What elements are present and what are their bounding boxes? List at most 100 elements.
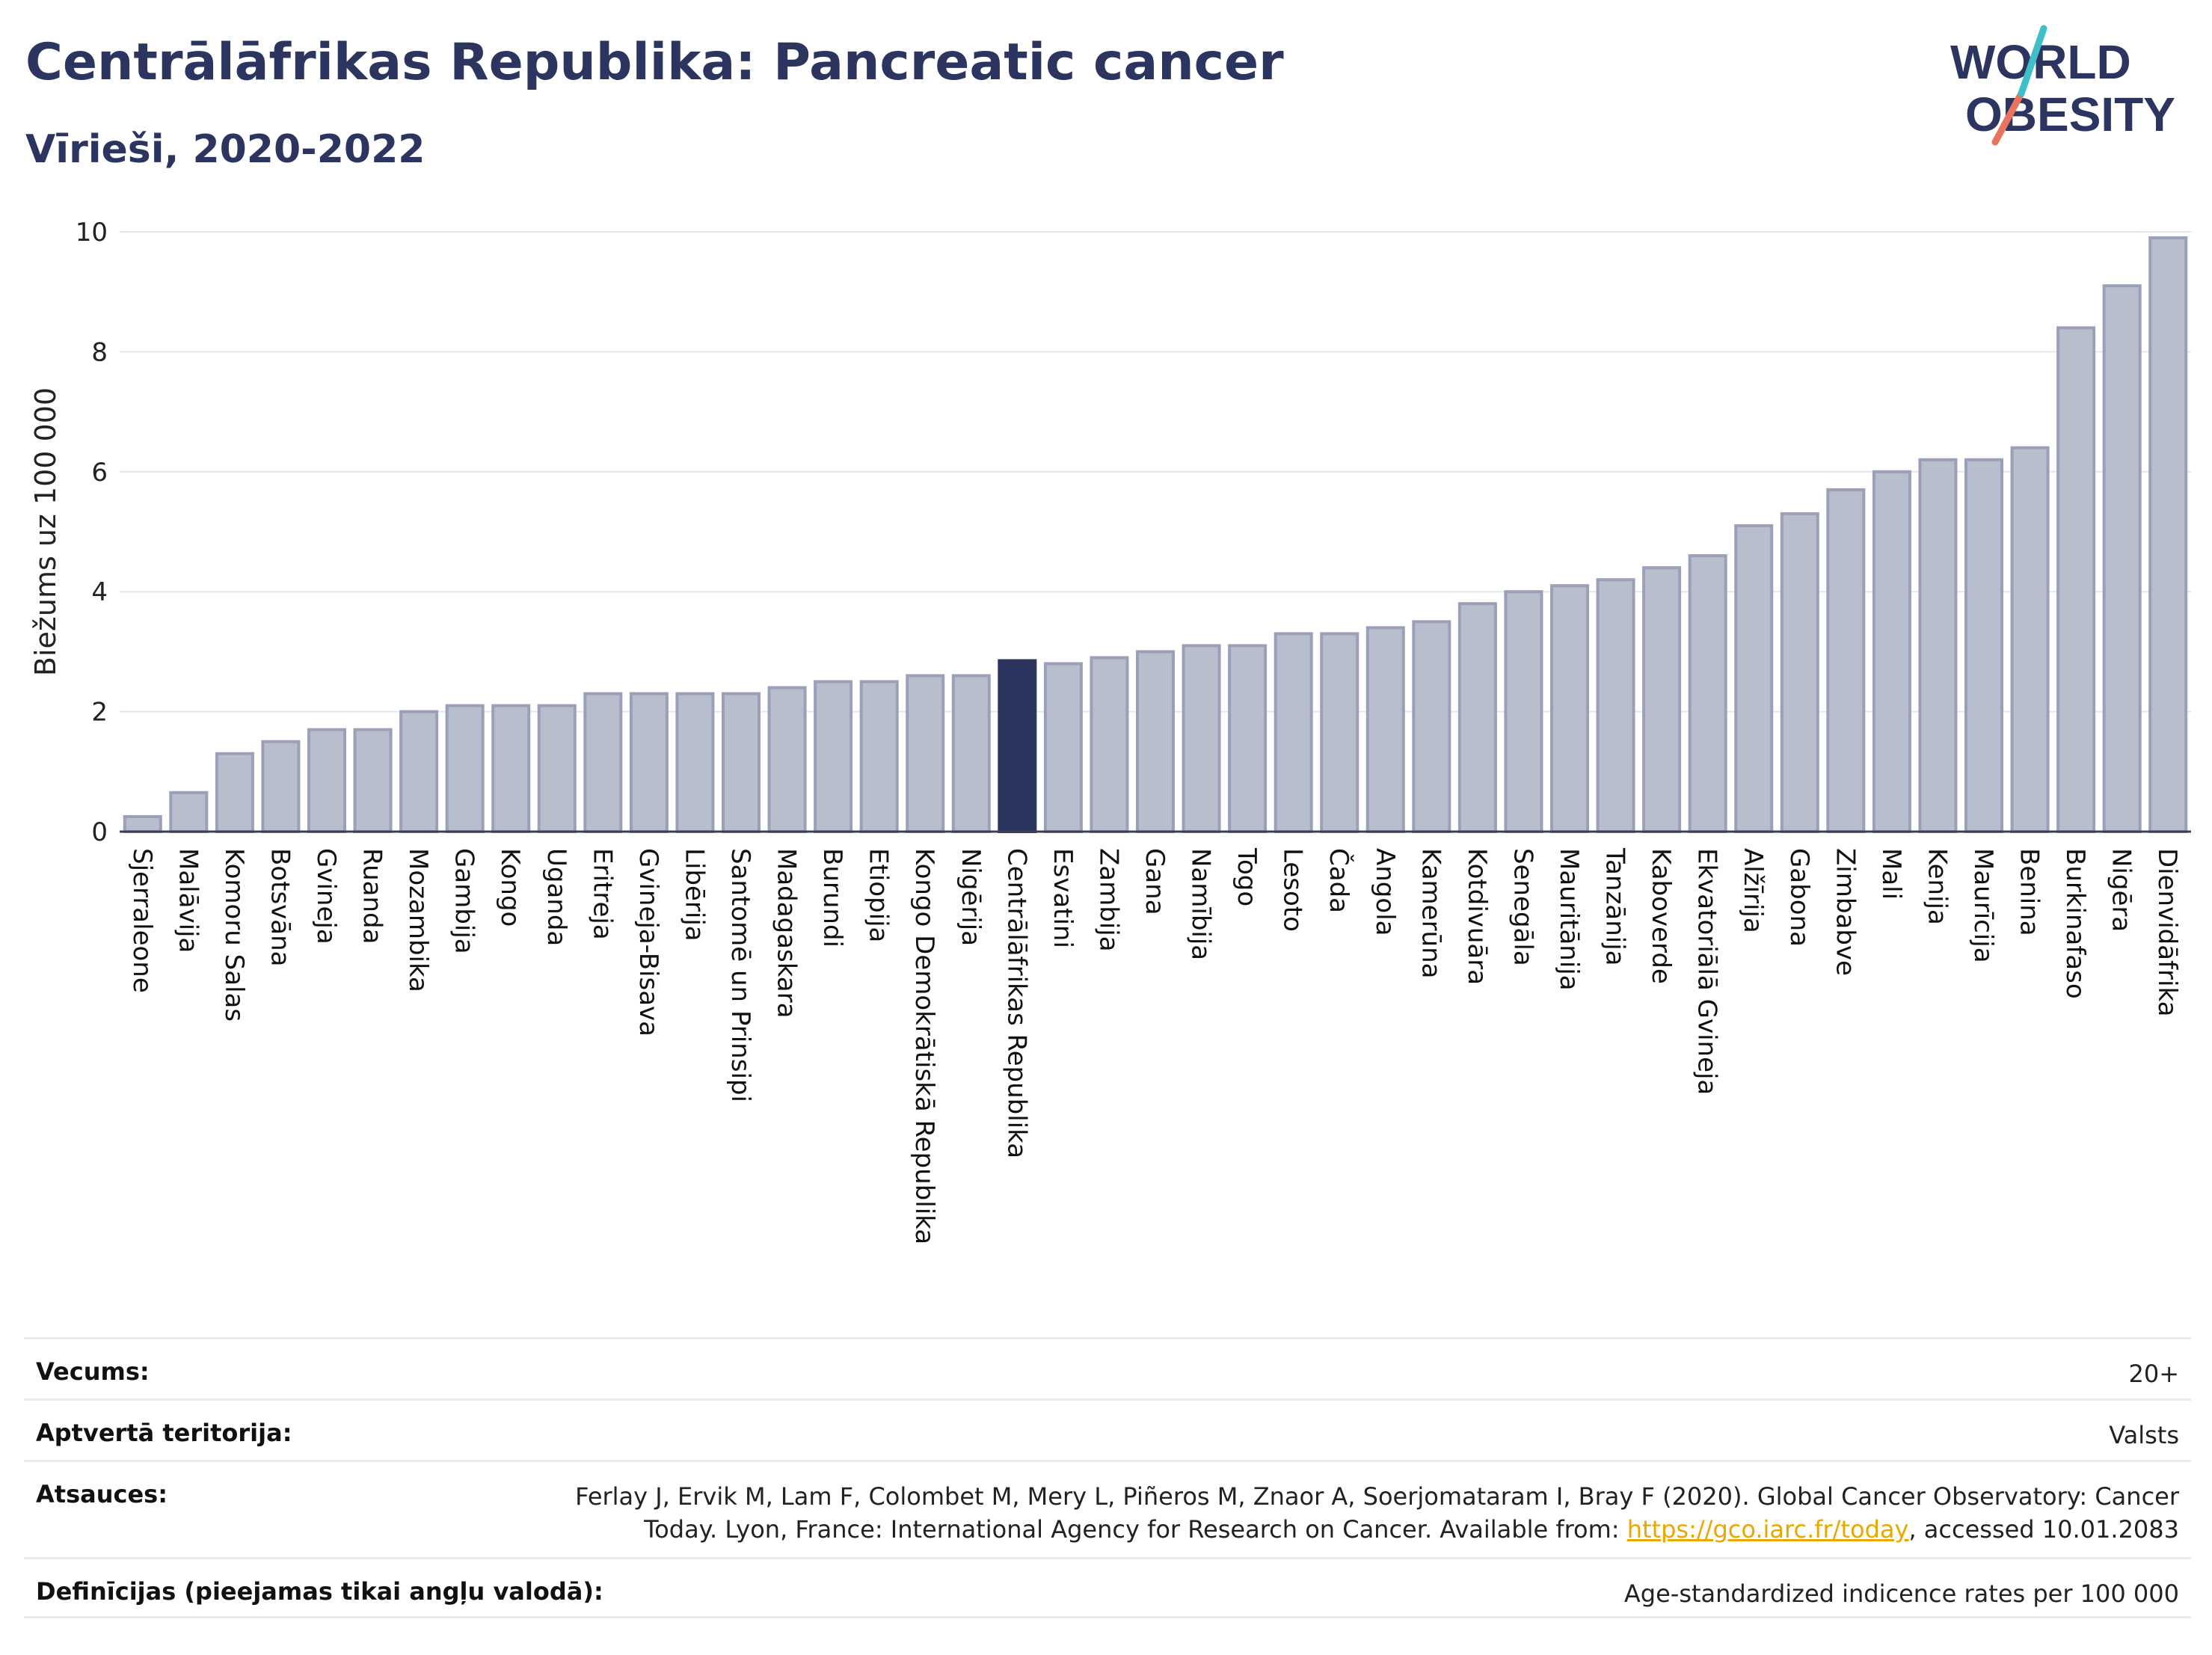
- bar: [2010, 446, 2050, 833]
- bar: [1412, 620, 1451, 833]
- x-tick-label: Botsvāna: [265, 848, 295, 967]
- bar: [1964, 458, 2004, 833]
- x-tick-label: Mali: [1876, 848, 1906, 900]
- references-label: Atsauces:: [36, 1480, 168, 1508]
- x-tick-label: Malāvija: [173, 848, 203, 953]
- bar: [353, 728, 393, 833]
- bar: [951, 674, 991, 833]
- bar: [767, 686, 807, 834]
- x-tick-label: Kamerūna: [1416, 848, 1446, 978]
- x-tick-label: Namībija: [1186, 848, 1216, 960]
- bar: [2056, 326, 2096, 833]
- bar: [169, 790, 209, 833]
- references-value: Ferlay J, Ervik M, Lam F, Colombet M, Me…: [575, 1480, 2179, 1546]
- x-tick-label: Nigērija: [956, 848, 986, 946]
- bar: [491, 704, 531, 834]
- page-title: Centrālāfrikas Republika: Pancreatic can…: [25, 33, 1284, 92]
- references-line2: Today. Lyon, France: International Agenc…: [575, 1513, 2179, 1546]
- meta-row-coverage: Aptvertā teritorija: Valsts: [24, 1398, 2191, 1460]
- definitions-value: Age-standardized indicence rates per 100…: [1623, 1579, 2179, 1608]
- x-tick-label: Gabona: [1784, 848, 1814, 947]
- x-tick-label: Togo: [1232, 847, 1262, 906]
- bar: [261, 740, 301, 834]
- x-tick-label: Čada: [1324, 848, 1354, 913]
- x-tick-label: Tanzānija: [1600, 847, 1630, 965]
- x-tick-label: Sjerraleone: [127, 848, 157, 993]
- x-tick-label: Zimbabve: [1830, 848, 1860, 976]
- meta-row-age: Vecums: 20+: [24, 1337, 2191, 1398]
- world-obesity-logo: WORLD OBESITY: [1950, 25, 2175, 146]
- x-tick-label: Centrālāfrikas Republika: [1001, 848, 1031, 1158]
- bar: [1504, 590, 1543, 833]
- bar: [1135, 650, 1176, 834]
- bar: [1549, 584, 1590, 833]
- y-tick-label: 4: [91, 577, 108, 607]
- x-tick-label: Burundi: [817, 848, 847, 948]
- x-tick-label: Kotdivuāra: [1462, 848, 1492, 985]
- x-tick-label: Alžīrija: [1738, 848, 1768, 933]
- x-tick-label: Ruanda: [357, 848, 387, 944]
- y-axis-label: Biežums uz 100 000: [29, 387, 62, 676]
- bar: [123, 814, 162, 833]
- age-label: Vecums:: [36, 1357, 150, 1386]
- bar: [1365, 626, 1405, 833]
- bar: [1642, 566, 1682, 833]
- meta-row-references: Atsauces: Ferlay J, Ervik M, Lam F, Colo…: [24, 1460, 2191, 1557]
- bar: [906, 674, 945, 833]
- y-tick-label: 0: [91, 817, 108, 847]
- coverage-value: Valsts: [2109, 1421, 2179, 1449]
- y-tick-label: 8: [91, 337, 108, 367]
- meta-row-definitions: Definīcijas (pieejamas tikai angļu valod…: [24, 1557, 2191, 1618]
- logo-slash-red: [1991, 90, 2025, 146]
- x-tick-label: Kongo Demokrātiskā Republika: [909, 848, 939, 1244]
- page-subtitle: Vīrieši, 2020-2022: [25, 127, 425, 172]
- bar: [675, 692, 715, 833]
- bar: [1274, 632, 1313, 834]
- metadata-table: Vecums: 20+ Aptvertā teritorija: Valsts …: [24, 1337, 2191, 1618]
- x-tick-label: Angola: [1370, 848, 1400, 936]
- bar-chart: 0 2 4 6 8 10 Biežums uz 100 000 Sjerraleone Malā…: [29, 218, 2191, 1244]
- bar: [445, 704, 485, 834]
- x-tick-label: Santomē un Prinsipi: [725, 848, 755, 1102]
- x-tick-label: Kaboverde: [1646, 848, 1676, 984]
- references-link[interactable]: https://gco.iarc.fr/today: [1626, 1515, 1909, 1544]
- x-tick-label: Benina: [2015, 848, 2044, 936]
- x-tick-label: Maurīcija: [1968, 848, 1998, 963]
- logo-slash-teal: [2018, 25, 2047, 97]
- x-tick-label: Esvatini: [1048, 848, 1078, 948]
- definitions-label: Definīcijas (pieejamas tikai angļu valod…: [36, 1577, 603, 1606]
- y-tick-label: 2: [91, 698, 108, 728]
- x-tick-label: Mauritānija: [1554, 848, 1584, 991]
- x-tick-label: Libērija: [679, 848, 709, 942]
- x-tick-label: Gambija: [449, 848, 479, 954]
- x-tick-label: Komoru Salas: [219, 848, 249, 1022]
- x-tick-label: Ekvatoriālā Gvineja: [1692, 848, 1722, 1095]
- bar: [1918, 458, 1958, 833]
- bar: [583, 692, 623, 833]
- bar: [998, 659, 1037, 833]
- y-tick-label: 10: [76, 218, 108, 248]
- x-tick-label: Kongo: [495, 848, 525, 927]
- x-tick-label: Dienvidāfrika: [2152, 848, 2182, 1016]
- age-value: 20+: [2128, 1360, 2179, 1388]
- bar: [537, 704, 577, 834]
- bar: [1182, 644, 1221, 833]
- references-line2-prefix: Today. Lyon, France: International Agenc…: [644, 1515, 1627, 1544]
- x-tick-label: Gvineja: [311, 848, 341, 945]
- bar: [1688, 554, 1727, 834]
- x-tick-label: Senegāla: [1508, 848, 1537, 966]
- bar: [859, 680, 899, 833]
- bar: [1043, 662, 1083, 833]
- bar: [1872, 470, 1911, 833]
- bar: [399, 710, 439, 833]
- bar: [307, 728, 347, 833]
- x-tick-label: Zambija: [1093, 848, 1123, 952]
- x-tick-label: Lesoto: [1278, 848, 1308, 932]
- bar: [2148, 236, 2188, 833]
- bar: [629, 692, 669, 833]
- bar: [721, 692, 761, 833]
- x-tick-label: Mozambika: [403, 848, 433, 992]
- references-line2-suffix: , accessed 10.01.2083: [1908, 1515, 2179, 1544]
- bar: [2102, 284, 2142, 833]
- x-tick-label: Burkinafaso: [2060, 848, 2090, 999]
